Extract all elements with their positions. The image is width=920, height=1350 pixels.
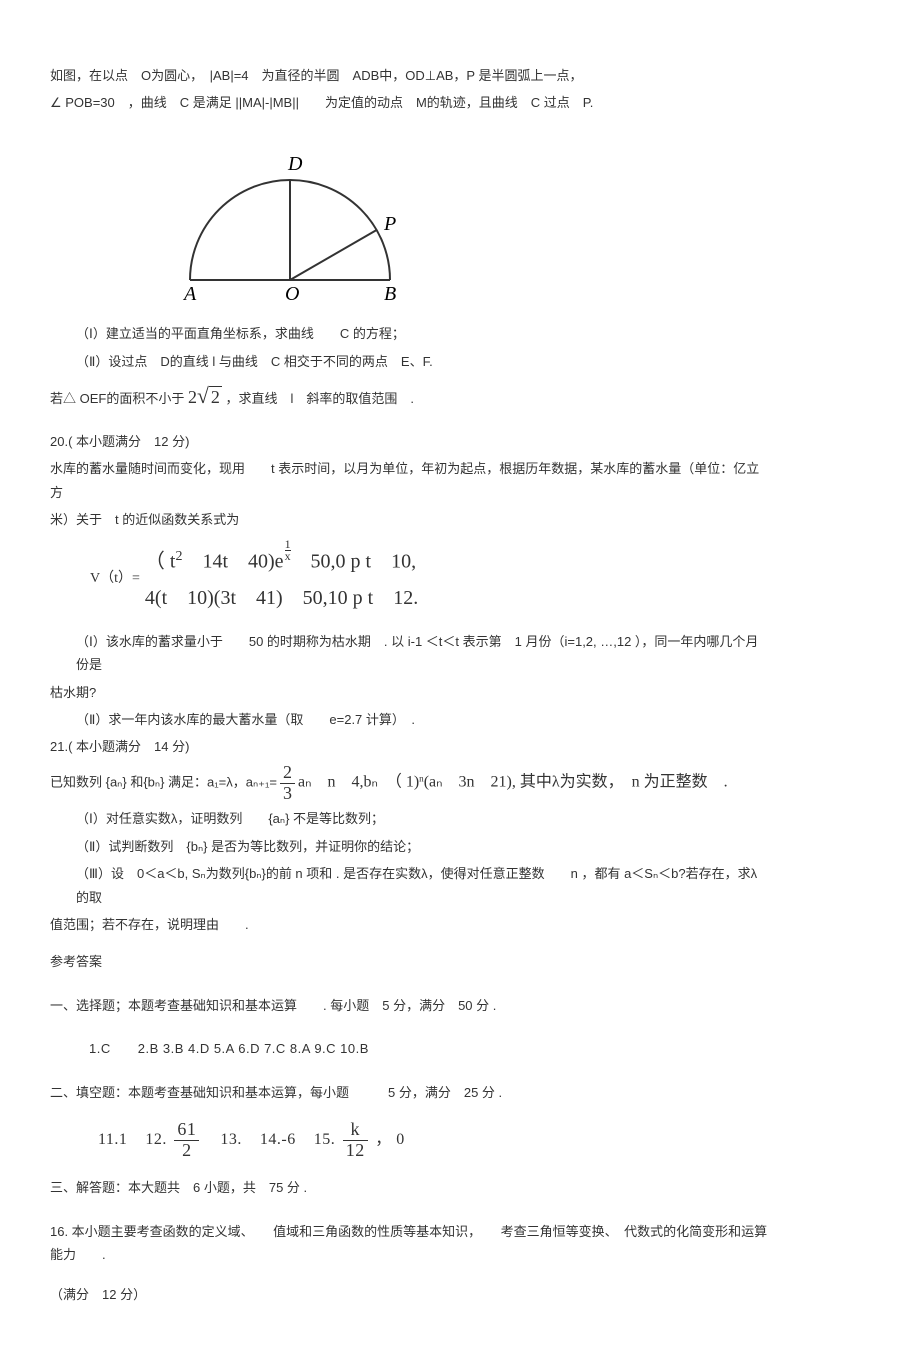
case2: 4(t 10)(3t 41) 50,10 p t 12. bbox=[145, 580, 418, 616]
q21-intro-a: 已知数列 {aₙ} 和{bₙ} 满足：a₁=λ，aₙ₊₁= bbox=[50, 775, 277, 790]
v-label: V（t）= bbox=[90, 571, 140, 586]
label-O: O bbox=[285, 283, 299, 305]
a15-suffix: ， 0 bbox=[371, 1131, 405, 1148]
q20-part2: （Ⅱ）求一年内该水库的最大蓄水量（取 e=2.7 计算） . bbox=[50, 708, 770, 731]
q20-intro1: 水库的蓄水量随时间而变化，现用 t 表示时间，以月为单位，年初为起点，根据历年数… bbox=[50, 457, 770, 504]
a15-num: k bbox=[343, 1120, 368, 1140]
q19-cond-suffix: ，求直线 l 斜率的取值范围 . bbox=[225, 391, 414, 406]
label-P: P bbox=[383, 213, 396, 235]
a12-label: 12. bbox=[145, 1131, 167, 1148]
q21-part3a: （Ⅲ）设 0＜a＜b, Sₙ为数列{bₙ}的前 n 项和 . 是否存在实数λ，使… bbox=[50, 862, 770, 909]
q20-formula: V（t）= （ t2 14t 40)e1x 50,0 p t 10, 4(t 1… bbox=[90, 539, 770, 615]
q19-part1: （Ⅰ）建立适当的平面直角坐标系，求曲线 C 的方程； bbox=[50, 322, 770, 345]
q21-header: 21.( 本小题满分 14 分) bbox=[50, 735, 770, 758]
sec1-answers: 1.C 2.B 3.B 4.D 5.A 6.D 7.C 8.A 9.C 10.B bbox=[50, 1037, 770, 1060]
q19-line2: ∠ POB=30 ，曲线 C 是满足 ||MA|-|MB|| 为定值的动点 M的… bbox=[50, 91, 770, 114]
case1-mid2: 50,0 p t 10, bbox=[291, 551, 417, 573]
q19-cond-prefix: 若△ OEF的面积不小于 bbox=[50, 391, 188, 406]
case1-mid1: 14t 40)e bbox=[182, 551, 283, 573]
q21-part3b: 值范围；若不存在，说明理由 . bbox=[50, 913, 770, 936]
q20-header: 20.( 本小题满分 12 分) bbox=[50, 430, 770, 453]
label-A: A bbox=[182, 283, 197, 305]
q21-frac-den: 3 bbox=[280, 783, 295, 804]
sec2-head: 二、填空题：本题考查基础知识和基本运算，每小题 5 分，满分 25 分 . bbox=[50, 1081, 770, 1104]
q19-part2: （Ⅱ）设过点 D的直线 l 与曲线 C 相交于不同的两点 E、F. bbox=[50, 350, 770, 373]
label-D: D bbox=[287, 153, 303, 175]
q21-intro: 已知数列 {aₙ} 和{bₙ} 满足：a₁=λ，aₙ₊₁=23aₙ n 4,bₙ… bbox=[50, 763, 770, 804]
q21-intro-c: (aₙ 3n 21), 其中λ为实数， n 为正整数 . bbox=[424, 774, 728, 791]
sec1-head: 一、选择题；本题考查基础知识和基本运算 . 每小题 5 分，满分 50 分 . bbox=[50, 994, 770, 1017]
q21-intro-b: aₙ n 4,bₙ （ 1) bbox=[298, 774, 419, 791]
a12-num: 61 bbox=[174, 1120, 199, 1140]
a15-label: 15. bbox=[314, 1131, 336, 1148]
q19-line1: 如图，在以点 O为圆心， |AB|=4 为直径的半圆 ADB中，OD⊥AB，P … bbox=[50, 64, 770, 87]
sec3-head: 三、解答题：本大题共 6 小题，共 75 分 . bbox=[50, 1176, 770, 1199]
q16-head: 16. 本小题主要考查函数的定义域、 值域和三角函数的性质等基本知识， 考查三角… bbox=[50, 1220, 770, 1267]
q20-part1b: 枯水期? bbox=[50, 681, 770, 704]
label-B: B bbox=[384, 283, 396, 305]
q19-figure: D P A O B bbox=[160, 130, 770, 312]
a15-den: 12 bbox=[343, 1140, 368, 1161]
a11: 11.1 bbox=[98, 1126, 127, 1155]
q20-intro2: 米）关于 t 的近似函数关系式为 bbox=[50, 508, 770, 531]
q19-cond-expr: 212 bbox=[188, 387, 222, 407]
q19-cond: 若△ OEF的面积不小于 212 ，求直线 l 斜率的取值范围 . bbox=[50, 377, 770, 416]
q21-part2: （Ⅱ）试判断数列 {bₙ} 是否为等比数列，并证明你的结论； bbox=[50, 835, 770, 858]
a13: 13. bbox=[220, 1126, 242, 1155]
answers-title: 参考答案 bbox=[50, 950, 770, 973]
q20-part1: （Ⅰ）该水库的蓄求量小于 50 的时期称为枯水期 . 以 i-1 ＜t＜t 表示… bbox=[50, 630, 770, 677]
sec2-answers: 11.1 12. 612 13. 14.-6 15. k12 ， 0 bbox=[50, 1120, 770, 1161]
a14: 14.-6 bbox=[260, 1126, 296, 1155]
case1-prefix: （ t bbox=[145, 551, 176, 573]
q21-part1: （Ⅰ）对任意实数λ，证明数列 {aₙ} 不是等比数列； bbox=[50, 807, 770, 830]
a12-den: 2 bbox=[174, 1140, 199, 1161]
q21-frac-num: 2 bbox=[280, 763, 295, 783]
